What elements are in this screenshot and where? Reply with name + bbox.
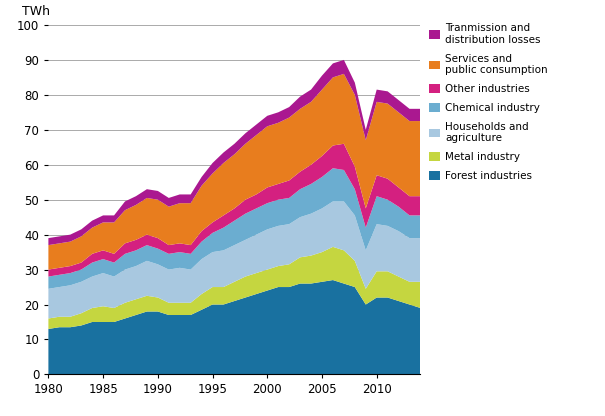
Legend: Tranmission and
distribution losses, Services and
public consumption, Other indu: Tranmission and distribution losses, Ser… xyxy=(430,23,548,181)
Text: TWh: TWh xyxy=(22,5,50,18)
